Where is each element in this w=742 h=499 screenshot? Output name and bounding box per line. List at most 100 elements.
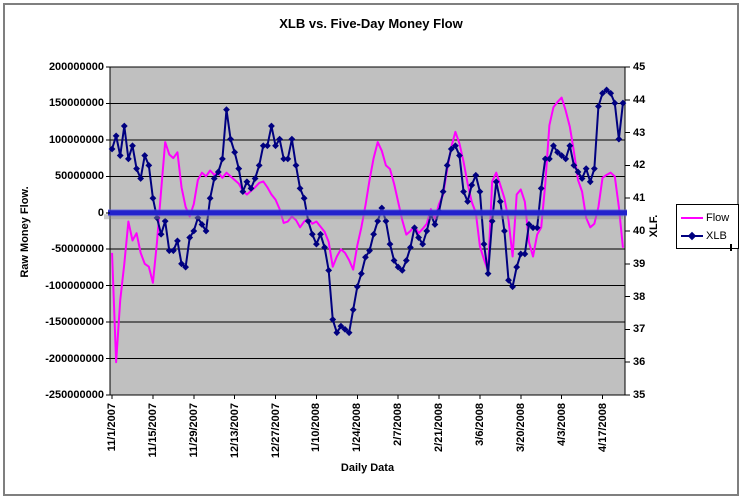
xlb-diamond-marker — [607, 89, 615, 97]
xlb-diamond-marker — [284, 155, 292, 163]
xlb-diamond-marker — [370, 230, 378, 238]
xlb-diamond-marker — [321, 244, 328, 251]
xlb-diamond-marker — [308, 230, 316, 238]
xlb-diamond-marker — [333, 329, 341, 337]
y-right-tick-label: 45 — [633, 61, 646, 73]
xlb-diamond-marker — [390, 257, 398, 264]
xlb-diamond-marker — [586, 178, 594, 186]
y-right-tick-label: 44 — [633, 93, 646, 106]
x-tick-label: 12/13/2007 — [228, 403, 241, 459]
xlb-diamond-marker — [268, 122, 275, 130]
xlb-diamond-marker — [513, 263, 521, 271]
y-left-tick-label: -150000000 — [45, 316, 104, 329]
x-tick-label: 1/10/2008 — [310, 403, 323, 452]
y-right-tick-label: 41 — [633, 192, 646, 205]
xlb-diamond-marker — [505, 276, 512, 284]
xlb-diamond-marker — [219, 155, 226, 163]
xlb-diamond-marker — [317, 230, 324, 238]
y-right-tick-label: 43 — [633, 126, 646, 139]
y-right-tick-label: 36 — [633, 356, 646, 369]
xlb-diamond-marker — [214, 168, 222, 176]
y-right-tick-label: 37 — [633, 323, 646, 336]
y-right-tick-label: 40 — [633, 225, 646, 237]
legend: Flow XLB — [676, 204, 739, 249]
xlb-diamond-marker — [362, 253, 369, 261]
xlb-diamond-marker — [206, 194, 214, 202]
xlb-diamond-marker — [190, 227, 198, 235]
x-tick-label: 1/24/2008 — [351, 403, 364, 452]
xlb-diamond-marker — [578, 175, 586, 182]
x-tick-label: 11/15/2007 — [146, 403, 159, 458]
xlb-diamond-marker — [451, 142, 459, 150]
xlb-diamond-marker — [194, 214, 202, 222]
y-right-tick-label: 35 — [633, 389, 646, 401]
xlb-diamond-marker — [415, 234, 422, 241]
y-left-tick-label: -250000000 — [45, 389, 104, 401]
xlb-diamond-marker — [247, 184, 255, 192]
xlb-diamond-marker — [574, 168, 582, 176]
xlb-diamond-marker — [394, 263, 402, 271]
xlb-diamond-marker — [521, 250, 529, 258]
xlb-diamond-marker — [402, 257, 410, 264]
xlb-diamond-marker — [460, 188, 467, 196]
xlb-diamond-marker — [484, 270, 492, 278]
legend-item-xlb: XLB — [681, 227, 735, 245]
xlb-diamond-marker — [407, 244, 414, 251]
xlb-diamond-marker — [153, 214, 161, 222]
xlb-diamond-marker — [472, 171, 480, 179]
xlb-diamond-marker — [558, 152, 566, 159]
xlb-diamond-marker — [186, 234, 194, 241]
xlb-diamond-marker — [517, 250, 525, 258]
xlb-diamond-marker — [357, 270, 365, 278]
xlb-diamond-marker — [443, 162, 451, 169]
flow-series-line — [111, 96, 624, 364]
xlb-diamond-marker — [541, 155, 549, 163]
xlb-diamond-marker — [398, 266, 406, 274]
y-left-axis-title: Raw Money Flow. — [19, 186, 31, 278]
xlb-diamond-marker — [537, 184, 545, 192]
xlb-diamond-marker — [116, 152, 124, 159]
xlb-diamond-marker — [272, 142, 279, 150]
x-tick-label: 3/20/2008 — [514, 403, 527, 452]
y-left-tick-label: -200000000 — [45, 352, 104, 365]
xlb-diamond-marker — [545, 155, 553, 163]
xlb-diamond-marker — [129, 142, 136, 150]
xlb-diamond-marker — [202, 227, 210, 235]
xlb-diamond-marker — [227, 135, 234, 143]
xlb-diamond-marker — [296, 184, 304, 192]
y-left-tick-label: 50000000 — [55, 170, 104, 183]
xlb-diamond-marker — [178, 260, 185, 268]
xlb-diamond-marker — [133, 165, 140, 173]
xlb-diamond-marker — [124, 155, 132, 163]
xlb-diamond-marker — [263, 142, 271, 150]
xlb-diamond-marker — [488, 217, 496, 225]
diamond-marker-icon — [687, 231, 697, 241]
xlb-diamond-marker — [341, 326, 349, 333]
x-tick-label: 3/6/2008 — [473, 403, 486, 446]
xlb-diamond-marker — [386, 240, 394, 248]
xlb-diamond-marker — [337, 322, 345, 330]
xlb-diamond-marker — [259, 142, 267, 150]
x-tick-label: 11/1/2007 — [106, 403, 119, 452]
xlb-diamond-marker — [276, 135, 284, 143]
x-axis-title: Daily Data — [340, 462, 395, 474]
xlb-diamond-marker — [599, 89, 606, 97]
x-tick-label: 2/21/2008 — [433, 403, 446, 452]
y-left-tick-label: 200000000 — [48, 61, 104, 73]
xlb-diamond-marker — [615, 135, 623, 143]
xlb-diamond-marker — [157, 230, 165, 238]
legend-label-xlb: XLB — [706, 230, 727, 242]
xlb-diamond-marker — [582, 165, 590, 173]
xlb-diamond-marker — [345, 329, 353, 337]
xlb-diamond-marker — [145, 162, 153, 169]
xlb-diamond-marker — [501, 227, 508, 235]
xlb-line-diamond-swatch — [681, 231, 703, 241]
xlb-diamond-marker — [280, 155, 288, 163]
flow-line-swatch — [681, 214, 703, 222]
stray-mark — [730, 244, 732, 251]
xlb-diamond-marker — [174, 237, 181, 245]
xlb-diamond-marker — [198, 221, 206, 228]
xlb-diamond-marker — [423, 227, 431, 235]
xlb-diamond-marker — [431, 221, 439, 228]
xlb-diamond-marker — [529, 224, 537, 232]
